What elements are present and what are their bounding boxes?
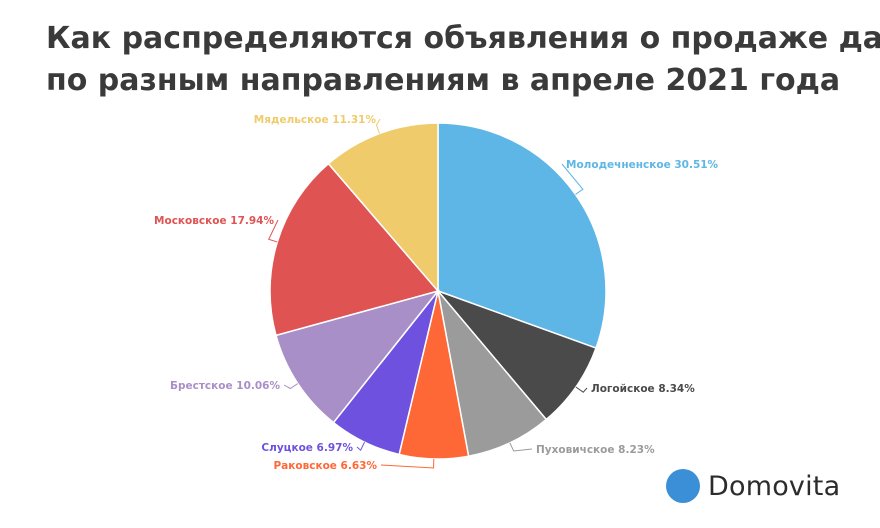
pie-slice-8 xyxy=(327,122,439,294)
pie-label-2: Логойское 8.34% xyxy=(591,383,695,395)
pie-leader-line-4 xyxy=(380,458,435,469)
pie-leader-line-5 xyxy=(356,441,366,452)
pie-slice-3 xyxy=(436,288,548,458)
chart-title-line-1: Как распределяются объявления о продаже … xyxy=(46,21,880,56)
domovita-logo: Domovita xyxy=(666,466,840,506)
pie-leader-line-8 xyxy=(375,118,381,134)
chart-title-line-2: по разным направлениям в апреле 2021 год… xyxy=(46,63,841,98)
pie-leader-line-6 xyxy=(283,383,299,390)
pie-slice-1 xyxy=(437,122,607,349)
domovita-logo-circle-icon xyxy=(666,469,700,503)
pie-label-6: Брестское 10.06% xyxy=(170,380,281,392)
pie-leader-line-2 xyxy=(575,386,588,393)
pie-label-7: Московское 17.94% xyxy=(154,215,274,227)
pie-label-4: Раковское 6.63% xyxy=(273,460,377,472)
pie-label-3: Пуховичское 8.23% xyxy=(536,444,655,456)
domovita-logo-text: Domovita xyxy=(708,470,841,502)
chart-title: Как распределяются объявления о продаже … xyxy=(46,18,880,102)
pie-leader-line-1 xyxy=(561,163,584,195)
pie-label-8: Мядельское 11.31% xyxy=(254,114,377,126)
pie-label-5: Слуцкое 6.97% xyxy=(261,442,353,454)
pie-leader-line-3 xyxy=(509,442,533,452)
pie-slice-2 xyxy=(435,289,597,421)
pie-leader-line-7 xyxy=(268,219,279,243)
pie-label-1: Молодечненское 30.51% xyxy=(566,159,719,171)
